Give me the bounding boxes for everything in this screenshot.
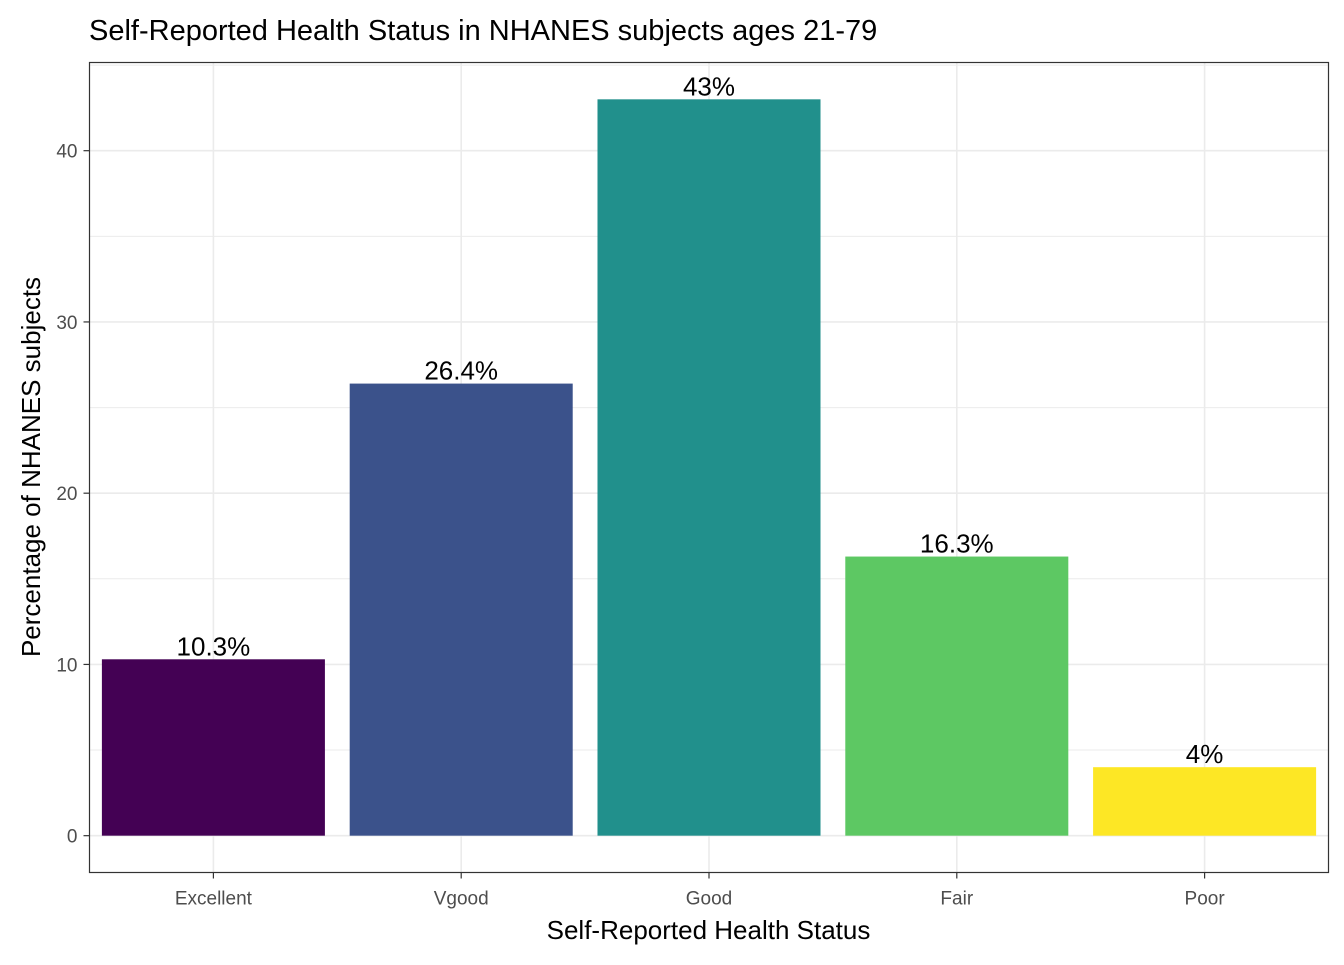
y-tick-label: 0 bbox=[67, 827, 78, 848]
bar-value-label: 10.3% bbox=[177, 631, 251, 661]
bar-value-label: 43% bbox=[683, 71, 735, 101]
bar-poor bbox=[1093, 767, 1317, 836]
bar-vgood bbox=[349, 383, 573, 836]
bar-excellent bbox=[101, 659, 325, 836]
bar-value-label: 4% bbox=[1186, 739, 1224, 769]
x-axis-title: Self-Reported Health Status bbox=[547, 915, 871, 945]
y-tick-label: 40 bbox=[56, 142, 77, 163]
chart-title: Self-Reported Health Status in NHANES su… bbox=[89, 15, 877, 47]
x-tick-label: Fair bbox=[940, 889, 973, 910]
y-tick-label: 10 bbox=[56, 655, 77, 676]
x-axis: Excellent Vgood Good Fair Poor bbox=[175, 872, 1226, 910]
bar-fair bbox=[845, 556, 1069, 836]
bar-value-labels: 10.3% 26.4% 43% 16.3% 4% bbox=[177, 71, 1224, 769]
y-axis: 0 10 20 30 40 bbox=[56, 142, 90, 848]
x-tick-label: Vgood bbox=[434, 889, 489, 910]
y-axis-title: Percentage of NHANES subjects bbox=[16, 277, 46, 657]
bar-good bbox=[597, 99, 821, 836]
y-tick-label: 20 bbox=[56, 484, 77, 505]
y-tick-label: 30 bbox=[56, 313, 77, 334]
bar-value-label: 26.4% bbox=[424, 356, 498, 386]
x-tick-label: Good bbox=[686, 889, 732, 910]
bars bbox=[101, 99, 1317, 836]
x-tick-label: Excellent bbox=[175, 889, 253, 910]
x-tick-label: Poor bbox=[1185, 889, 1226, 910]
bar-value-label: 16.3% bbox=[920, 529, 994, 559]
